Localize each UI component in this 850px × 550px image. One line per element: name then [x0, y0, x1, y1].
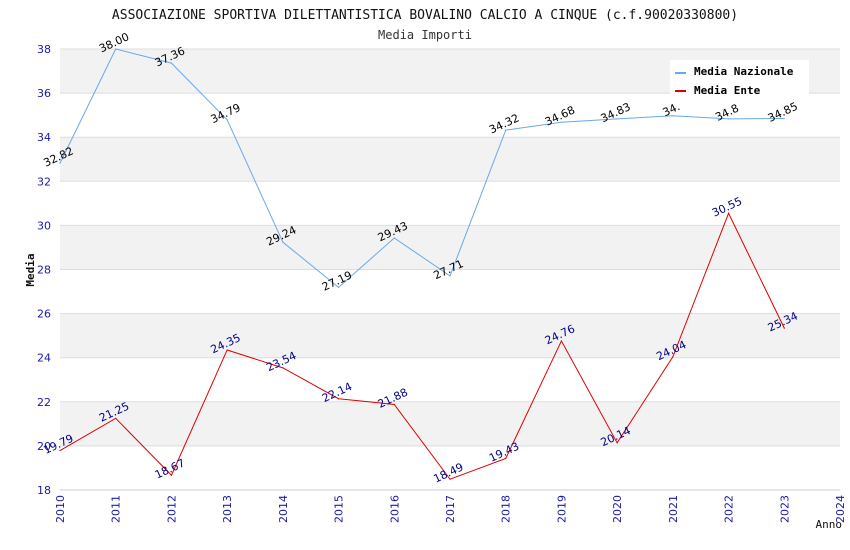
- y-tick-label: 34: [37, 131, 51, 144]
- data-point-media-nazionale: [727, 118, 730, 120]
- data-point-media-ente: [560, 340, 563, 342]
- grid-band: [60, 401, 840, 446]
- y-tick-label: 28: [37, 264, 51, 277]
- y-tick-label: 38: [37, 43, 51, 56]
- chart-title: ASSOCIAZIONE SPORTIVA DILETTANTISTICA BO…: [112, 8, 738, 23]
- y-axis-label: Media: [24, 253, 37, 286]
- data-point-media-ente: [226, 349, 228, 351]
- grid-band: [60, 445, 840, 490]
- x-tick-label: 2011: [110, 495, 123, 523]
- data-point-media-nazionale: [393, 237, 395, 239]
- data-point-media-nazionale: [282, 241, 284, 243]
- data-point-media-nazionale: [449, 275, 451, 277]
- data-point-media-ente: [115, 417, 117, 419]
- legend-label-media-ente: Media Ente: [694, 84, 761, 97]
- y-axis-ticks: 18 20 22 24 26 28 30 32 34 36 38: [37, 43, 51, 497]
- x-tick-label: 2010: [54, 495, 67, 523]
- grid-band: [60, 137, 840, 182]
- x-tick-label: 2014: [277, 495, 290, 523]
- data-point-media-ente: [449, 478, 451, 480]
- series-layer: [59, 48, 785, 480]
- data-point-media-ente: [393, 403, 395, 406]
- grid-band: [60, 313, 840, 358]
- data-point-media-nazionale: [226, 119, 228, 121]
- data-point-media-ente: [59, 449, 61, 452]
- series-line-media-ente: [59, 212, 785, 480]
- data-point-media-nazionale: [783, 117, 785, 120]
- data-point-media-ente: [505, 457, 507, 460]
- y-tick-label: 32: [37, 175, 51, 188]
- y-tick-label: 26: [37, 308, 51, 321]
- x-tick-label: 2020: [611, 495, 624, 523]
- data-point-media-ente: [170, 474, 173, 476]
- x-axis-label: Anno: [816, 518, 843, 531]
- data-point-media-ente: [616, 442, 618, 444]
- x-tick-label: 2023: [778, 495, 791, 523]
- legend-label-media-nazionale: Media Nazionale: [694, 65, 794, 78]
- data-point-media-nazionale: [59, 162, 61, 164]
- x-tick-label: 2021: [667, 495, 680, 523]
- x-axis-ticks: 2010 2011 2012 2013 2014 2015 2016 2017 2018 2019…: [54, 495, 847, 523]
- x-tick-label: 2024: [834, 495, 847, 523]
- legend: Media Nazionale Media Ente: [670, 60, 809, 98]
- data-point-media-nazionale: [616, 118, 618, 120]
- data-point-media-nazionale: [505, 129, 507, 131]
- data-point-media-nazionale: [115, 48, 117, 50]
- series-line-media-nazionale: [59, 48, 785, 289]
- data-point-media-ente: [783, 327, 785, 329]
- y-tick-label: 30: [37, 219, 51, 232]
- x-tick-label: 2019: [555, 495, 568, 523]
- y-tick-label: 22: [37, 396, 51, 409]
- y-tick-label: 36: [37, 87, 51, 100]
- data-point-media-nazionale: [672, 115, 674, 117]
- grid-band: [60, 269, 840, 314]
- data-point-media-ente: [727, 212, 730, 214]
- chart-subtitle: Media Importi: [378, 28, 472, 42]
- y-tick-label: 18: [37, 484, 51, 497]
- grid-band: [60, 93, 840, 138]
- data-point-media-ente: [337, 398, 340, 400]
- x-tick-label: 2012: [165, 495, 178, 523]
- x-tick-label: 2015: [333, 495, 346, 523]
- x-tick-label: 2018: [500, 495, 513, 523]
- data-point-media-ente: [672, 356, 674, 358]
- x-tick-label: 2017: [444, 495, 457, 523]
- data-point-media-nazionale: [560, 121, 563, 123]
- data-point-media-ente: [282, 367, 284, 369]
- x-tick-label: 2016: [388, 495, 401, 523]
- y-tick-label: 20: [37, 440, 51, 453]
- y-tick-label: 24: [37, 352, 51, 365]
- data-point-media-nazionale: [170, 62, 173, 64]
- grid-band: [60, 357, 840, 402]
- x-tick-label: 2013: [221, 495, 234, 523]
- legend-box: [670, 60, 809, 98]
- grid-bands: [60, 49, 840, 490]
- data-point-media-nazionale: [337, 286, 340, 288]
- x-tick-label: 2022: [723, 495, 736, 523]
- grid-band: [60, 181, 840, 226]
